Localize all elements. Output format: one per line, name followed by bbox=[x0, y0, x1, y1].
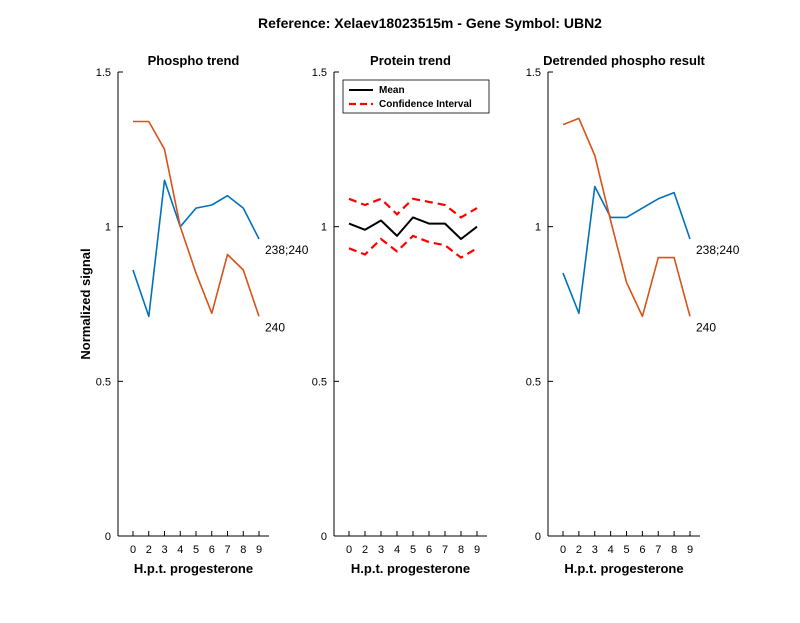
series-end-label: 240 bbox=[265, 320, 285, 334]
y-axis-label: Normalized signal bbox=[78, 248, 93, 359]
x-tick-label: 8 bbox=[671, 544, 677, 556]
x-tick-label: 0 bbox=[560, 544, 566, 556]
x-tick-label: 6 bbox=[426, 544, 432, 556]
y-tick-label: 1.5 bbox=[312, 67, 327, 79]
x-tick-label: 6 bbox=[209, 544, 215, 556]
legend-mean-label: Mean bbox=[379, 85, 405, 96]
x-tick-label: 9 bbox=[474, 544, 480, 556]
y-tick-label: 1.5 bbox=[96, 67, 111, 79]
x-tick-label: 5 bbox=[410, 544, 416, 556]
x-tick-label: 3 bbox=[592, 544, 598, 556]
series-line-238-240 bbox=[133, 180, 259, 316]
x-tick-label: 3 bbox=[378, 544, 384, 556]
panel-title: Detrended phospho result bbox=[543, 53, 705, 68]
x-tick-label: 7 bbox=[655, 544, 661, 556]
x-tick-label: 4 bbox=[608, 544, 614, 556]
panel-title: Protein trend bbox=[370, 53, 451, 68]
legend: Mean Confidence Interval bbox=[343, 80, 489, 113]
y-tick-label: 0 bbox=[535, 531, 541, 543]
y-tick-label: 0 bbox=[105, 531, 111, 543]
x-tick-label: 2 bbox=[576, 544, 582, 556]
y-tick-label: 0.5 bbox=[526, 376, 541, 388]
x-tick-label: 0 bbox=[130, 544, 136, 556]
series-end-label: 240 bbox=[696, 320, 716, 334]
y-tick-label: 1.5 bbox=[526, 67, 541, 79]
ci-upper-line bbox=[349, 199, 477, 218]
x-tick-label: 4 bbox=[394, 544, 400, 556]
y-tick-label: 1 bbox=[105, 222, 111, 234]
x-tick-label: 9 bbox=[256, 544, 262, 556]
x-tick-label: 5 bbox=[623, 544, 629, 556]
series-end-label: 238;240 bbox=[696, 243, 740, 257]
x-tick-label: 4 bbox=[177, 544, 183, 556]
panel-title: Phospho trend bbox=[148, 53, 240, 68]
y-tick-label: 0.5 bbox=[96, 376, 111, 388]
legend-ci-label: Confidence Interval bbox=[379, 99, 472, 110]
y-tick-label: 1 bbox=[535, 222, 541, 234]
ci-lower-line bbox=[349, 236, 477, 258]
x-tick-label: 5 bbox=[193, 544, 199, 556]
x-tick-label: 7 bbox=[442, 544, 448, 556]
x-tick-label: 8 bbox=[240, 544, 246, 556]
series-line-238-240 bbox=[563, 187, 690, 314]
x-tick-label: 2 bbox=[362, 544, 368, 556]
x-tick-label: 8 bbox=[458, 544, 464, 556]
x-tick-label: 7 bbox=[224, 544, 230, 556]
y-tick-label: 1 bbox=[321, 222, 327, 234]
y-tick-label: 0.5 bbox=[312, 376, 327, 388]
series-end-label: 238;240 bbox=[265, 243, 309, 257]
x-axis-label: H.p.t. progesterone bbox=[134, 561, 253, 576]
x-tick-label: 3 bbox=[161, 544, 167, 556]
x-tick-label: 2 bbox=[146, 544, 152, 556]
y-tick-label: 0 bbox=[321, 531, 327, 543]
x-axis-label: H.p.t. progesterone bbox=[351, 561, 470, 576]
x-tick-label: 9 bbox=[687, 544, 693, 556]
figure-title: Reference: Xelaev18023515m - Gene Symbol… bbox=[258, 15, 602, 31]
x-tick-label: 0 bbox=[346, 544, 352, 556]
x-tick-label: 6 bbox=[639, 544, 645, 556]
x-axis-label: H.p.t. progesterone bbox=[564, 561, 683, 576]
